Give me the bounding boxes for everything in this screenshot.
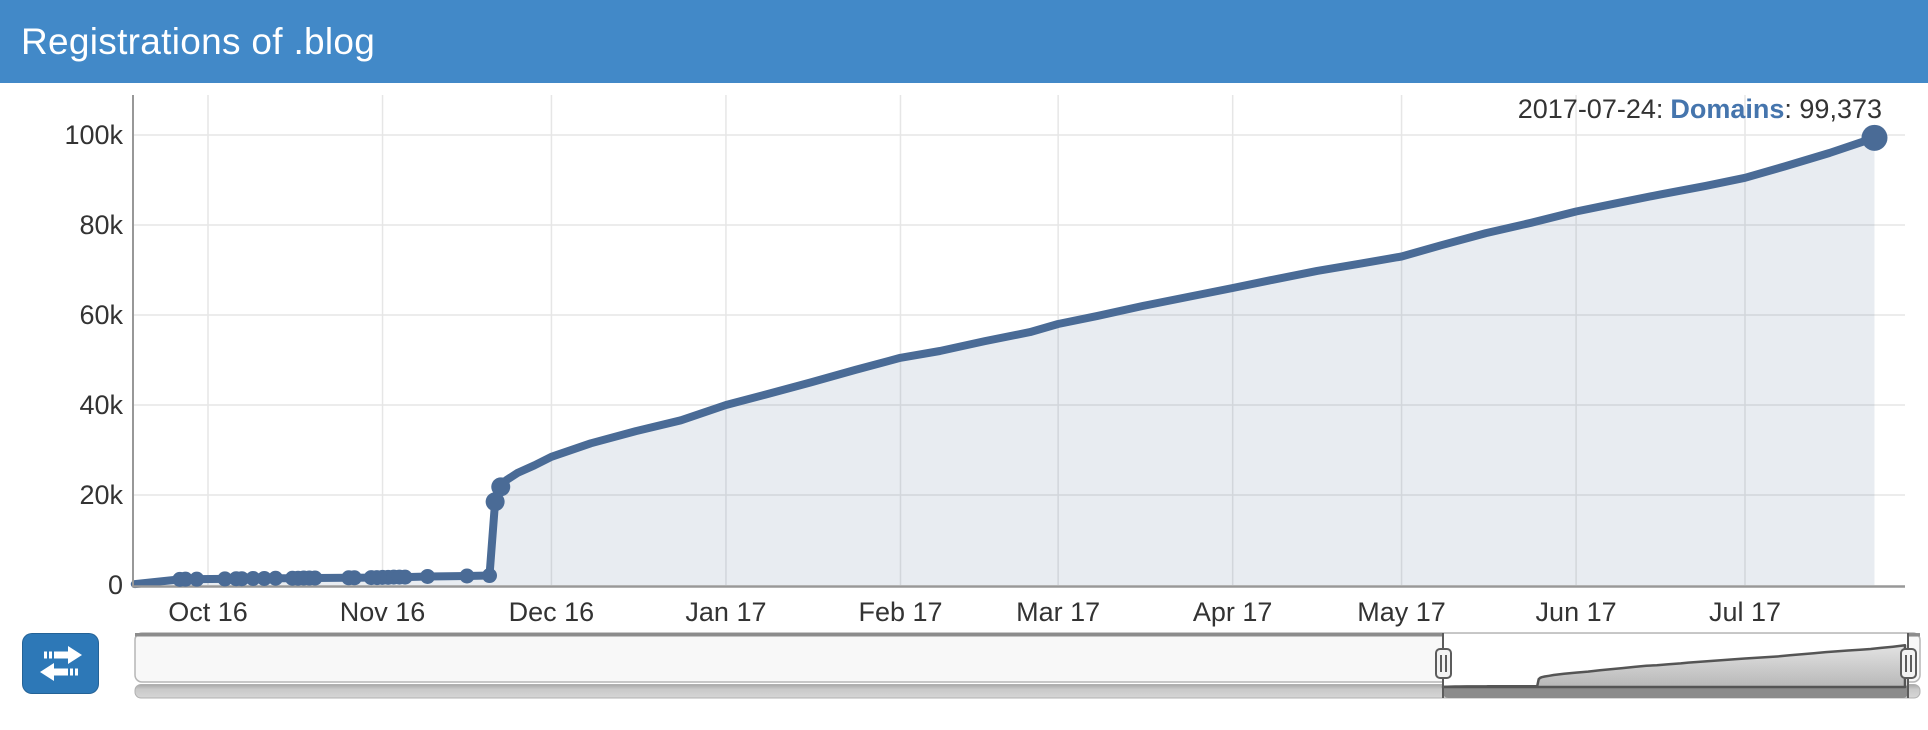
range-toggle-button[interactable] (22, 633, 99, 694)
data-point-marker[interactable] (397, 569, 413, 585)
x-axis-label: May 17 (1357, 597, 1446, 627)
tooltip-value: : 99,373 (1784, 94, 1882, 124)
y-axis-label: 80k (79, 210, 123, 240)
navigator-right-handle[interactable] (1899, 648, 1917, 679)
x-axis-label: Jun 17 (1536, 597, 1617, 627)
data-point-marker[interactable] (485, 492, 505, 512)
data-point-marker[interactable] (189, 571, 205, 587)
x-axis-label: Apr 17 (1193, 597, 1273, 627)
data-point-marker[interactable] (234, 571, 250, 587)
x-axis-label: Mar 17 (1016, 597, 1100, 627)
data-point-marker[interactable] (459, 568, 475, 584)
exchange-arrows-icon (39, 646, 82, 681)
y-axis-label: 20k (79, 480, 123, 510)
y-axis-label: 60k (79, 300, 123, 330)
data-point-marker[interactable] (256, 570, 272, 586)
data-point-marker[interactable] (420, 568, 436, 584)
x-axis-label: Oct 16 (168, 597, 248, 627)
data-point-marker[interactable] (217, 571, 233, 587)
exchange-arrows-glyph (39, 646, 82, 681)
x-axis-label: Feb 17 (858, 597, 942, 627)
data-point-marker[interactable] (1861, 124, 1888, 151)
data-point-marker[interactable] (245, 570, 261, 586)
x-axis-label: Jan 17 (685, 597, 766, 627)
tooltip-series-name: Domains (1670, 94, 1785, 124)
data-point-marker[interactable] (177, 571, 193, 587)
y-axis-label: 40k (79, 390, 123, 420)
data-point-marker[interactable] (268, 570, 284, 586)
tooltip-date: 2017-07-24: (1517, 94, 1664, 124)
page-title: Registrations of .blog (21, 20, 376, 62)
x-axis-label: Nov 16 (340, 597, 426, 627)
data-point-marker[interactable] (346, 570, 362, 586)
data-point-marker[interactable] (482, 568, 497, 584)
y-axis-label: 100k (64, 120, 123, 150)
navigator-left-handle[interactable] (1434, 648, 1452, 679)
x-axis-label: Dec 16 (509, 597, 595, 627)
x-axis-label: Jul 17 (1709, 597, 1781, 627)
data-point-marker[interactable] (307, 570, 323, 586)
data-point-marker[interactable] (491, 477, 511, 497)
title-bar: Registrations of .blog (0, 0, 1928, 83)
y-axis-label: 0 (108, 570, 123, 600)
tooltip-readout: 2017-07-24: Domains: 99,373 (0, 94, 1882, 125)
navigator-mini-series (1441, 644, 1907, 689)
